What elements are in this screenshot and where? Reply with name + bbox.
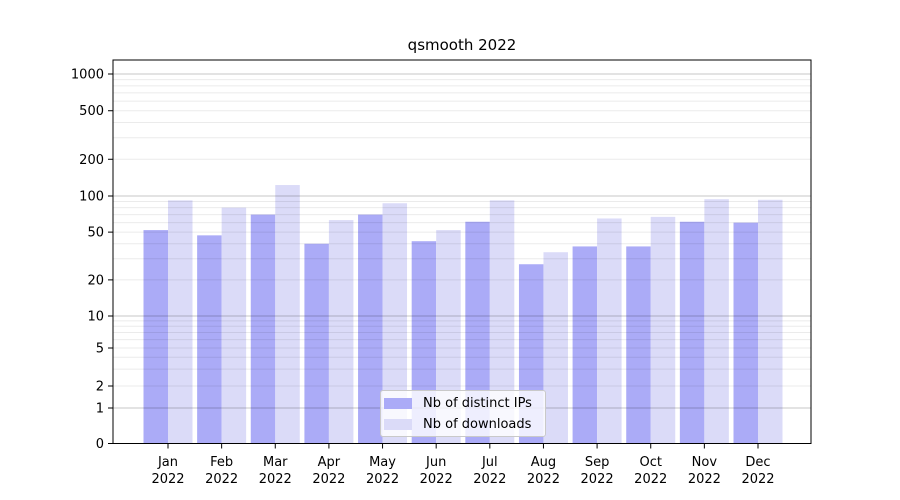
x-tick-label-month: Jun xyxy=(425,455,446,470)
x-tick-label-year: 2022 xyxy=(473,472,506,487)
y-tick-label: 200 xyxy=(79,153,104,168)
bar-ips-may xyxy=(358,214,383,444)
y-tick-label: 100 xyxy=(79,190,104,205)
legend-label-distinct-ips: Nb of distinct IPs xyxy=(423,395,532,411)
bar-downloads-jan xyxy=(168,200,193,444)
x-tick-label-year: 2022 xyxy=(259,472,292,487)
x-tick-label-year: 2022 xyxy=(688,472,721,487)
x-tick-label-month: Oct xyxy=(639,455,661,470)
y-tick-label: 500 xyxy=(79,104,104,119)
legend-swatch-downloads xyxy=(384,418,412,430)
plot-frame xyxy=(112,59,812,444)
x-tick-label-month: Apr xyxy=(318,455,341,470)
bar-downloads-nov xyxy=(704,199,729,444)
legend: Nb of distinct IPs Nb of downloads xyxy=(380,390,546,437)
bar-downloads-oct xyxy=(650,216,676,444)
bar-ips-dec xyxy=(733,222,758,444)
x-tick-label-year: 2022 xyxy=(151,472,184,487)
legend-item-distinct-ips: Nb of distinct IPs xyxy=(384,396,537,411)
legend-swatch-distinct-ips xyxy=(384,397,412,409)
y-tick-label: 0 xyxy=(96,437,104,452)
x-tick-label-year: 2022 xyxy=(527,472,560,487)
legend-label-downloads: Nb of downloads xyxy=(423,416,532,432)
y-tick-label: 5 xyxy=(96,342,104,357)
bar-ips-mar xyxy=(250,214,276,444)
bar-ips-sep xyxy=(572,246,598,444)
bar-downloads-mar xyxy=(275,185,300,444)
y-tick-label: 10 xyxy=(87,310,104,325)
bar-ips-oct xyxy=(626,246,651,444)
x-tick-label-year: 2022 xyxy=(366,472,399,487)
bar-ips-jan xyxy=(143,230,168,444)
y-tick-label: 1000 xyxy=(71,68,104,83)
x-tick-label-year: 2022 xyxy=(741,472,774,487)
x-tick-label-month: Aug xyxy=(531,455,556,470)
x-tick-label-year: 2022 xyxy=(634,472,667,487)
x-tick-label-month: May xyxy=(369,455,396,470)
bar-downloads-aug xyxy=(543,252,568,444)
bar-downloads-sep xyxy=(597,218,622,444)
bar-ips-feb xyxy=(197,235,222,444)
x-tick-label-month: Nov xyxy=(692,455,718,470)
x-tick-label-month: Dec xyxy=(745,455,770,470)
x-tick-label-year: 2022 xyxy=(581,472,614,487)
bar-ips-apr xyxy=(304,243,329,444)
x-tick-label-year: 2022 xyxy=(420,472,453,487)
y-tick-label: 2 xyxy=(96,380,104,395)
x-tick-label-month: Feb xyxy=(210,455,233,470)
x-tick-label-year: 2022 xyxy=(312,472,345,487)
bar-downloads-feb xyxy=(221,207,247,444)
y-tick-label: 1 xyxy=(96,402,104,417)
x-tick-label-month: Mar xyxy=(263,455,288,470)
bar-downloads-apr xyxy=(328,220,354,444)
x-tick-label-month: Sep xyxy=(585,455,610,470)
x-tick-label-month: Jan xyxy=(157,455,178,470)
x-tick-label-month: Jul xyxy=(481,455,498,470)
y-tick-label: 50 xyxy=(87,226,104,241)
bar-ips-nov xyxy=(679,221,705,444)
bar-downloads-dec xyxy=(758,199,783,444)
legend-item-downloads: Nb of downloads xyxy=(384,417,537,432)
chart-title: qsmooth 2022 xyxy=(407,36,517,54)
y-tick-label: 20 xyxy=(87,273,104,288)
x-tick-label-year: 2022 xyxy=(205,472,238,487)
